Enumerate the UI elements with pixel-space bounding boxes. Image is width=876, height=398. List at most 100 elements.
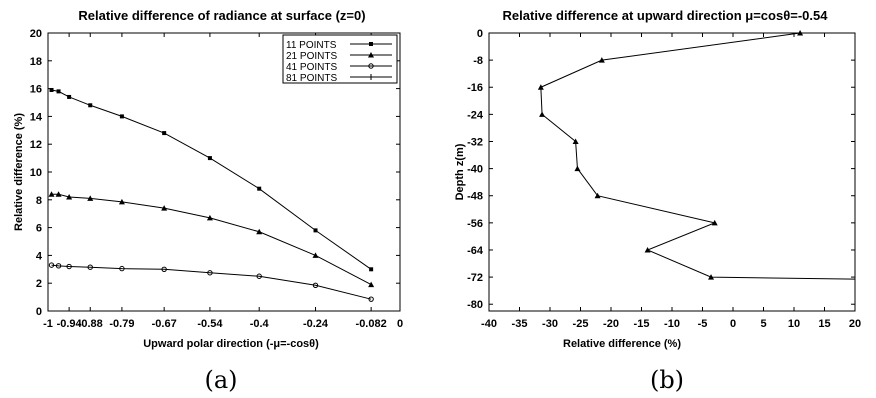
y-tick-label: -16 [467, 82, 483, 94]
data-point [256, 273, 262, 279]
chart-b-caption: (b) [650, 366, 684, 394]
chart-b-xlabel: Relative difference (%) [563, 338, 681, 350]
data-point [55, 263, 62, 269]
y-tick-label: -40 [467, 164, 483, 176]
x-tick-label: -0.24 [303, 318, 329, 330]
data-point [118, 198, 125, 205]
y-tick-label: 16 [30, 84, 42, 96]
chart-a-ylabel: Relative difference (%) [13, 113, 25, 231]
data-point [368, 296, 374, 302]
data-point [711, 219, 718, 226]
data-point [162, 131, 167, 136]
x-tick-label: -0.94 [57, 318, 83, 330]
chart-a-caption: (a) [204, 366, 237, 394]
data-point [594, 192, 601, 199]
chart-b: Relative difference at upward direction … [454, 8, 861, 394]
y-tick-label: 8 [36, 195, 42, 207]
legend-label: 81 POINTS [286, 73, 337, 84]
chart-b-frame [488, 32, 856, 312]
chart-a-xlabel: Upward polar direction (-μ=-cosθ) [143, 338, 319, 350]
data-point [119, 114, 124, 119]
data-point [369, 267, 374, 272]
series-line-3 [51, 264, 372, 300]
data-point [797, 30, 804, 36]
y-tick-label: 0 [477, 28, 483, 40]
x-tick-label: -15 [634, 318, 650, 330]
chart-b-title: Relative difference at upward direction … [503, 8, 829, 23]
data-point [256, 228, 263, 235]
data-point [368, 281, 375, 288]
data-point [87, 264, 93, 270]
y-tick-label: -24 [467, 109, 484, 121]
legend-marker [368, 52, 374, 58]
y-tick-label: -64 [467, 245, 484, 257]
data-point [257, 186, 262, 191]
y-tick-label: -72 [467, 272, 483, 284]
chart-a: Relative difference of radiance at surfa… [13, 8, 403, 394]
x-tick-label: 0 [397, 318, 403, 330]
data-point [708, 274, 715, 280]
data-point [49, 87, 54, 92]
chart-a-title: Relative difference of radiance at surfa… [78, 8, 365, 23]
x-tick-label: -0.88 [78, 318, 103, 330]
data-point [161, 266, 167, 272]
x-tick-label: -0.4 [250, 318, 270, 330]
data-point [537, 84, 544, 90]
y-tick-label: -32 [467, 136, 483, 148]
data-point [48, 191, 55, 197]
x-tick-label: -35 [512, 318, 528, 330]
y-tick-label: 0 [36, 306, 42, 318]
legend-label: 11 POINTS [286, 40, 337, 51]
data-point [55, 191, 62, 197]
data-point [119, 265, 125, 272]
chart-a-series [48, 87, 375, 302]
data-point [66, 194, 73, 200]
x-tick-label: 10 [788, 318, 800, 330]
y-tick-label: -48 [467, 191, 483, 203]
data-point [66, 263, 72, 270]
x-tick-label: -1 [43, 318, 53, 330]
chart-b-axes: 0 -8 -16 -24 -32 -40 -48 -56 -64 -72 -80 -40 -35 -30 -… [467, 28, 861, 330]
series-line-b [540, 32, 856, 280]
data-point [87, 195, 94, 201]
data-point [539, 111, 546, 117]
x-tick-label: 5 [760, 318, 766, 330]
y-tick-label: 20 [30, 28, 42, 40]
series-line-1 [51, 89, 372, 270]
data-point [598, 57, 605, 63]
data-point [56, 89, 61, 94]
data-point [88, 103, 93, 108]
data-point [48, 262, 55, 268]
y-tick-label: 6 [36, 223, 42, 235]
y-tick-label: 14 [30, 111, 43, 123]
x-tick-label: 0 [730, 318, 736, 330]
x-tick-label: 20 [849, 318, 861, 330]
data-point [206, 214, 213, 221]
y-tick-label: -56 [467, 218, 483, 230]
x-tick-label: -10 [664, 318, 680, 330]
series-line-2 [51, 193, 372, 286]
data-point [67, 94, 72, 99]
legend-box [282, 34, 398, 84]
x-tick-label: -0.67 [152, 318, 177, 330]
legend-marker [369, 42, 373, 46]
data-point [574, 165, 581, 172]
x-tick-label: -40 [481, 318, 497, 330]
y-tick-label: -80 [467, 299, 483, 311]
chart-b-ylabel: Depth z(m) [454, 143, 466, 200]
x-tick-label: -5 [698, 318, 708, 330]
y-tick-label: 12 [30, 139, 42, 151]
x-tick-label: -0.79 [109, 318, 134, 330]
data-point [312, 282, 319, 288]
x-tick-label: -20 [603, 318, 619, 330]
data-point [207, 156, 212, 161]
data-point [207, 270, 213, 276]
legend-label: 41 POINTS [286, 62, 337, 73]
y-tick-label: -8 [473, 55, 483, 67]
legend-label: 21 POINTS [286, 51, 337, 62]
data-point [313, 228, 318, 233]
legend-marker [368, 74, 374, 80]
data-point [572, 138, 579, 144]
